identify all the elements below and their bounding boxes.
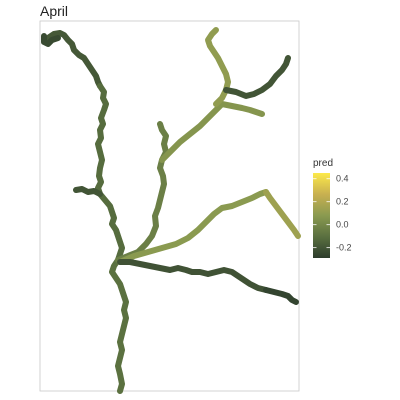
legend: pred 0.4 0.2 0.0 -0.2	[313, 158, 352, 258]
legend-tick-label: -0.2	[336, 243, 352, 253]
river-segment-upper-main-stem	[41, 30, 103, 89]
river-segment-tributary-middle-main	[117, 189, 269, 265]
legend-tick-label: 0.4	[336, 174, 349, 184]
river-segment-tributary-upper-trunk	[115, 121, 169, 263]
legend-title: pred	[313, 158, 333, 169]
river-segment-tributary-middle-tip	[263, 189, 301, 239]
legend-tick-label: 0.2	[336, 197, 349, 207]
river-segment-tributary-upper-ne-tip	[223, 55, 291, 99]
legend-tick-label: 0.0	[336, 220, 349, 230]
river-network	[41, 27, 301, 394]
river-segment-headwater-nw	[41, 33, 61, 47]
river-segment-tributary-lower-tip	[263, 287, 299, 305]
legend-colorbar	[313, 173, 330, 258]
river-segment-tributary-upper-east	[159, 101, 265, 163]
plot-title: April	[40, 3, 69, 19]
legend-ticks: 0.4 0.2 0.0 -0.2	[313, 174, 352, 253]
river-segment-main-stem	[95, 83, 125, 263]
river-segment-tributary-lower-east	[117, 259, 269, 293]
panel-border	[39, 20, 300, 392]
river-segment-lower-main-stem	[109, 257, 129, 394]
river-segment-small-west-branch	[73, 186, 103, 197]
